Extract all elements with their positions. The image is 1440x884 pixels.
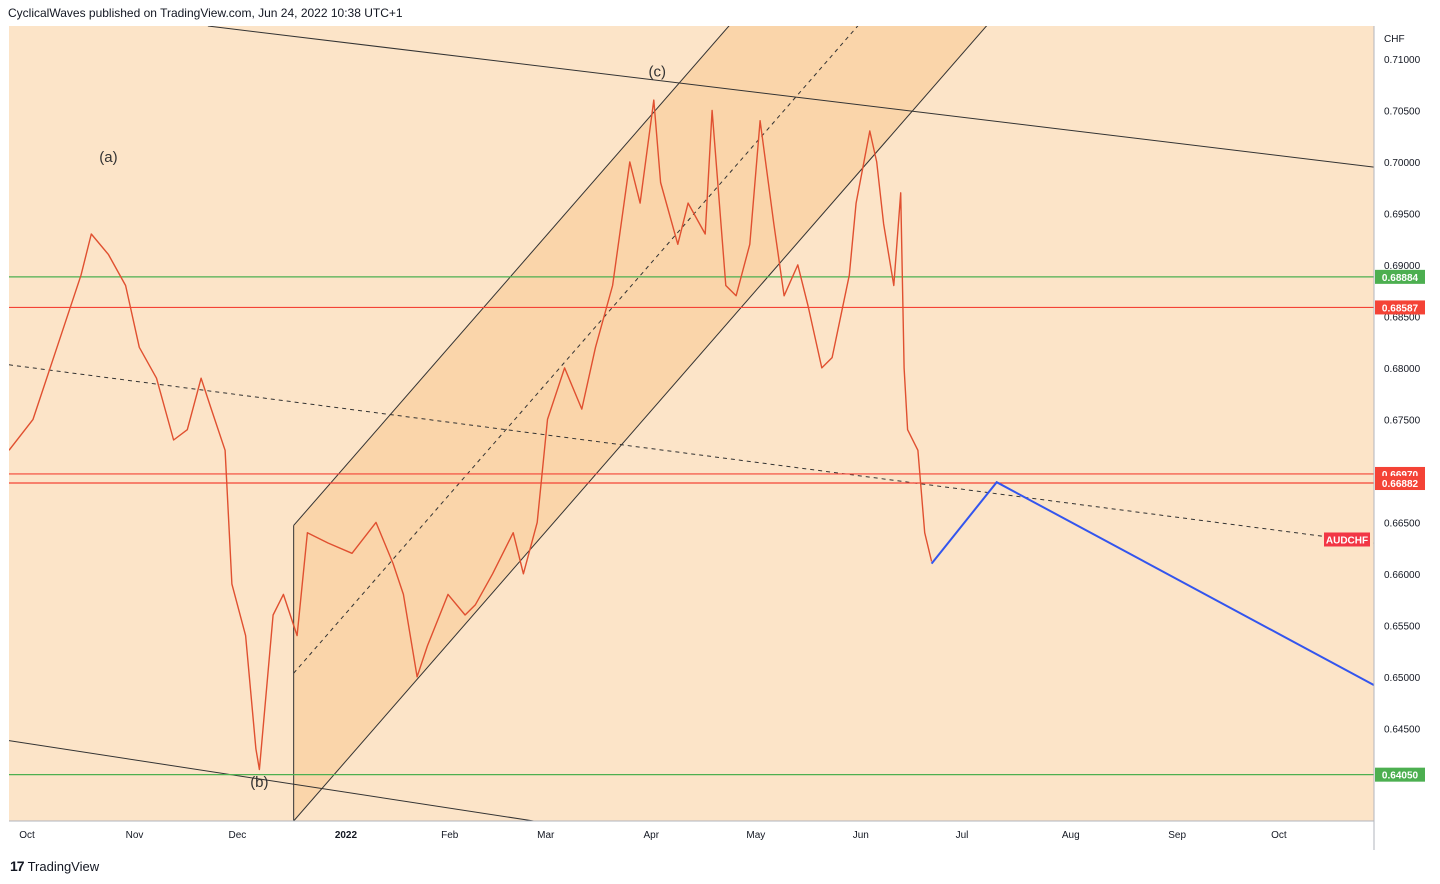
level-price-tag bbox=[1375, 476, 1425, 491]
wave-label: (c) bbox=[648, 63, 666, 80]
x-tick-label: Jul bbox=[956, 830, 969, 841]
x-tick-label: Aug bbox=[1062, 830, 1080, 841]
level-price-text: 0.66882 bbox=[1382, 479, 1419, 490]
level-price-text: 0.68884 bbox=[1382, 273, 1419, 284]
level-price-tag bbox=[1375, 269, 1425, 284]
y-tick-label: 0.69500 bbox=[1384, 209, 1421, 220]
y-tick-label: 0.66500 bbox=[1384, 518, 1421, 529]
wave-label: (b) bbox=[250, 774, 268, 791]
level-price-tag bbox=[1375, 767, 1425, 782]
y-tick-label: 0.71000 bbox=[1384, 55, 1421, 66]
level-price-text: 0.66970 bbox=[1382, 470, 1419, 481]
level-price-tag bbox=[1375, 300, 1425, 315]
footer-brand: TradingView bbox=[27, 858, 100, 874]
channel-median-line bbox=[293, 26, 859, 674]
x-tick-label: Feb bbox=[441, 830, 459, 841]
x-tick-label: Jun bbox=[853, 830, 869, 841]
y-tick-label: 0.66000 bbox=[1384, 570, 1421, 581]
level-price-text: 0.64050 bbox=[1382, 771, 1419, 782]
tradingview-logo-icon: 17 bbox=[10, 858, 25, 874]
y-tick-label: 0.70000 bbox=[1384, 158, 1421, 169]
projection-path bbox=[930, 480, 1374, 686]
x-tick-label: Oct bbox=[1271, 830, 1287, 841]
channel-upper-line bbox=[293, 26, 730, 526]
y-tick-label: 0.69000 bbox=[1384, 261, 1421, 272]
publisher-line: CyclicalWaves published on TradingView.c… bbox=[8, 6, 403, 20]
x-tick-label: Sep bbox=[1168, 830, 1186, 841]
trendline-0 bbox=[207, 26, 1374, 168]
chart-area[interactable]: (a) (b) (c) CHF 0.71000 0.70500 0.70000 0.6950… bbox=[9, 26, 1431, 850]
trendline-1 bbox=[9, 740, 534, 821]
level-price-text: 0.68587 bbox=[1382, 303, 1419, 314]
x-tick-label: Oct bbox=[19, 830, 35, 841]
y-tick-label: 0.68500 bbox=[1384, 312, 1421, 323]
footer-branding: 17 TradingView bbox=[10, 858, 99, 874]
price-chart[interactable]: (a) (b) (c) CHF 0.71000 0.70500 0.70000 0.6950… bbox=[9, 26, 1431, 850]
x-tick-label: Apr bbox=[643, 830, 659, 841]
y-tick-label: 0.67500 bbox=[1384, 415, 1421, 426]
symbol-tag bbox=[1324, 532, 1370, 547]
x-tick-label: May bbox=[746, 830, 765, 841]
y-axis-currency: CHF bbox=[1384, 34, 1405, 45]
symbol-tag-text: AUDCHF bbox=[1326, 535, 1368, 546]
price-series-line bbox=[9, 99, 933, 771]
wave-label: (a) bbox=[99, 149, 117, 166]
y-tick-label: 0.64500 bbox=[1384, 724, 1421, 735]
y-tick-label: 0.65500 bbox=[1384, 621, 1421, 632]
y-tick-label: 0.70500 bbox=[1384, 106, 1421, 117]
x-tick-label: Nov bbox=[126, 830, 144, 841]
y-tick-label: 0.65000 bbox=[1384, 673, 1421, 684]
trendline-2 bbox=[9, 364, 1374, 544]
x-tick-label: 2022 bbox=[335, 830, 358, 841]
x-tick-label: Mar bbox=[537, 830, 555, 841]
x-tick-label: Dec bbox=[228, 830, 246, 841]
y-tick-label: 0.68000 bbox=[1384, 364, 1421, 375]
channel-lower-line bbox=[293, 26, 988, 821]
